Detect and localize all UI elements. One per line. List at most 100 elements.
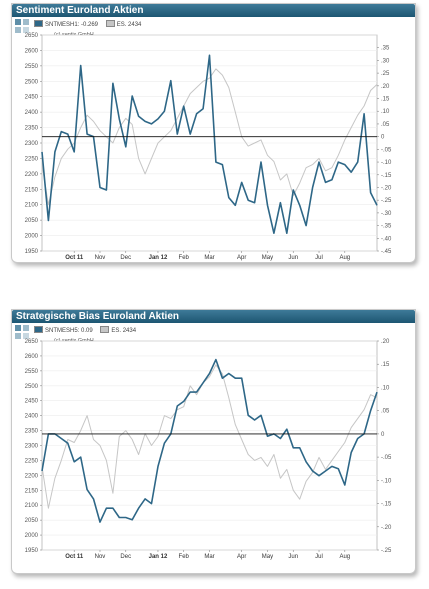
chart-title: Sentiment Euroland Aktien	[12, 4, 415, 17]
y-right-tick-label: .15	[381, 362, 390, 368]
y-left-tick-label: 2600	[25, 354, 39, 360]
y-left-tick-label: 2250	[25, 458, 39, 464]
legend-label: ES. 2434	[116, 22, 142, 28]
chart-legend: SNTMESH5: 0.09 ES. 2434	[34, 326, 142, 335]
x-tick-label: Jun	[288, 554, 298, 560]
y-right-tick-label: -.35	[381, 224, 392, 230]
y-right-tick-label: .20	[381, 84, 390, 90]
sentix-logo-icon	[15, 325, 30, 340]
y-left-tick-label: 2250	[25, 156, 39, 162]
y-left-tick-label: 2000	[25, 234, 39, 240]
x-tick-label: Nov	[95, 554, 106, 560]
y-right-tick-label: -.45	[381, 249, 392, 255]
y-left-tick-label: 2500	[25, 384, 39, 390]
y-left-tick-label: 2050	[25, 218, 39, 224]
sentiment-chart-panel: Sentiment Euroland Aktien SNTMESH1: -0.2…	[11, 3, 416, 263]
y-left-tick-label: 2000	[25, 533, 39, 539]
y-left-tick-label: 2400	[25, 110, 39, 116]
chart-plot: 1950 2000 2050 2100 2150 2200 2250 2300 2350 2400…	[25, 33, 392, 261]
legend-item: ES. 2434	[100, 326, 137, 334]
legend-label: SNTMESH1: -0.269	[45, 22, 99, 28]
series-line-sentiment	[41, 54, 378, 234]
y-right-tick-label: 0	[381, 432, 385, 438]
y-right-tick-label: -.30	[381, 211, 392, 217]
legend-swatch	[34, 20, 43, 27]
y-left-tick-label: 2050	[25, 518, 39, 524]
x-tick-label: Jan 12	[149, 554, 168, 560]
series-line-index	[41, 364, 378, 509]
x-tick-label: Oct 11	[65, 554, 84, 560]
y-left-tick-label: 2450	[25, 95, 39, 101]
y-right-tick-label: -.10	[381, 160, 392, 166]
y-left-tick-label: 2350	[25, 126, 39, 132]
y-left-tick-label: 2300	[25, 141, 39, 147]
y-right-tick-label: -.05	[381, 455, 392, 461]
chart-legend: SNTMESH1: -0.269 ES. 2434	[34, 20, 147, 29]
legend-swatch	[105, 20, 115, 27]
x-tick-label: Jun	[288, 255, 298, 261]
x-tick-label: Feb	[179, 554, 190, 560]
y-left-tick-label: 2300	[25, 444, 39, 450]
y-left-tick-label: 2150	[25, 187, 39, 193]
y-right-tick-label: -.05	[381, 147, 392, 153]
y-left-tick-label: 2650	[25, 339, 39, 345]
x-tick-label: Jan 12	[149, 255, 168, 261]
y-right-tick-label: .15	[381, 97, 390, 103]
y-left-tick-label: 1950	[25, 249, 39, 255]
y-right-tick-label: .05	[381, 122, 390, 128]
y-right-tick-label: .25	[381, 71, 390, 77]
y-right-tick-label: .10	[381, 109, 390, 115]
x-tick-label: Nov	[95, 255, 106, 261]
y-right-tick-label: -.20	[381, 525, 392, 531]
legend-item: SNTMESH5: 0.09	[34, 326, 93, 334]
series-line-sentiment	[41, 358, 378, 523]
y-right-tick-label: .30	[381, 58, 390, 64]
x-tick-label: Mar	[204, 554, 214, 560]
bias-chart-panel: Strategische Bias Euroland Aktien SNTMES…	[11, 309, 416, 574]
y-left-tick-label: 2200	[25, 473, 39, 479]
y-left-tick-label: 2500	[25, 79, 39, 85]
y-left-tick-label: 2550	[25, 369, 39, 375]
x-tick-label: May	[262, 255, 273, 261]
legend-swatch	[100, 326, 110, 333]
x-tick-label: Mar	[204, 255, 214, 261]
y-right-tick-label: -.20	[381, 185, 392, 191]
legend-swatch	[34, 326, 43, 333]
y-left-tick-label: 2450	[25, 399, 39, 405]
y-right-tick-label: -.25	[381, 198, 392, 204]
y-left-tick-label: 2400	[25, 414, 39, 420]
y-right-tick-label: 0	[381, 135, 385, 141]
y-right-tick-label: .05	[381, 409, 390, 415]
y-right-tick-label: -.40	[381, 236, 392, 242]
chart-plot: 1950 2000 2050 2100 2150 2200 2250 2300 2350 2400…	[25, 339, 392, 560]
series-line-index	[41, 68, 378, 206]
x-tick-label: Apr	[237, 255, 246, 261]
legend-item: SNTMESH1: -0.269	[34, 20, 99, 28]
y-left-tick-label: 2100	[25, 203, 39, 209]
y-left-tick-label: 2650	[25, 33, 39, 39]
x-tick-label: Oct 11	[65, 255, 84, 261]
y-left-tick-label: 2150	[25, 488, 39, 494]
y-right-tick-label: .20	[381, 339, 390, 345]
y-left-tick-label: 2600	[25, 48, 39, 54]
chart-title: Strategische Bias Euroland Aktien	[12, 310, 415, 323]
x-tick-label: Feb	[179, 255, 190, 261]
y-right-tick-label: -.15	[381, 173, 392, 179]
x-tick-label: Dec	[120, 554, 131, 560]
y-left-tick-label: 1950	[25, 548, 39, 554]
x-tick-label: Aug	[339, 554, 350, 560]
y-right-tick-label: .35	[381, 46, 390, 52]
legend-label: ES. 2434	[111, 328, 137, 334]
x-tick-label: Aug	[339, 255, 350, 261]
y-left-tick-label: 2200	[25, 172, 39, 178]
y-right-tick-label: -.25	[381, 548, 392, 554]
y-right-tick-label: -.15	[381, 502, 392, 508]
y-right-tick-label: -.10	[381, 478, 392, 484]
legend-item: ES. 2434	[105, 20, 142, 28]
legend-label: SNTMESH5: 0.09	[45, 328, 93, 334]
x-tick-label: Apr	[237, 554, 246, 560]
y-right-tick-label: .10	[381, 385, 390, 391]
x-tick-label: May	[262, 554, 273, 560]
y-left-tick-label: 2100	[25, 503, 39, 509]
x-tick-label: Dec	[120, 255, 131, 261]
